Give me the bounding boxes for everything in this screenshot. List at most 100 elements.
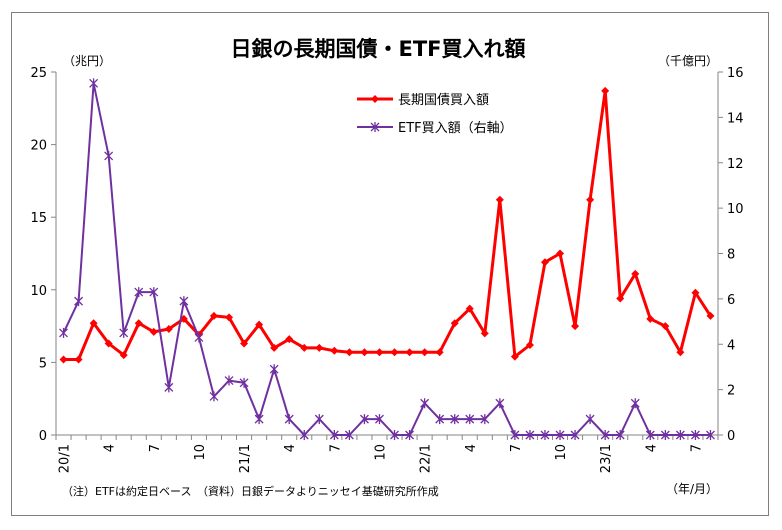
data-point-etf (134, 287, 144, 298)
data-point-bond (345, 348, 354, 357)
data-point-bond (104, 339, 113, 348)
legend-marker-bond (371, 95, 379, 103)
data-point-etf (480, 414, 490, 425)
data-point-etf (510, 430, 520, 440)
data-point-bond (691, 288, 700, 297)
data-point-etf (450, 414, 460, 425)
data-point-bond (495, 195, 504, 204)
x-axis-tick-label: 23/1 (599, 444, 614, 473)
data-point-bond (616, 294, 625, 303)
x-axis-tick-label: 7 (509, 444, 524, 452)
data-point-etf (329, 430, 339, 440)
data-point-bond (556, 249, 565, 258)
data-point-etf (525, 430, 535, 440)
data-point-bond (676, 348, 685, 357)
data-point-etf (585, 414, 595, 425)
data-point-etf (359, 414, 369, 425)
x-axis-tick-label: 21/1 (238, 444, 253, 473)
data-point-bond (149, 327, 158, 336)
data-point-etf (209, 391, 219, 402)
data-point-etf (164, 382, 174, 393)
data-point-bond (240, 339, 249, 348)
data-point-etf (119, 327, 129, 338)
data-point-bond (435, 348, 444, 357)
data-point-etf (344, 430, 354, 440)
x-axis-tick-label: 4 (103, 444, 118, 452)
data-point-etf (149, 287, 159, 298)
data-point-bond (225, 313, 234, 322)
right-axis-tick-label: 16 (727, 66, 744, 81)
data-point-etf (675, 430, 685, 440)
data-point-etf (405, 430, 415, 440)
data-point-bond (89, 319, 98, 328)
legend-label-etf: ETF買入額（右軸） (398, 121, 513, 136)
data-point-etf (600, 430, 610, 440)
data-point-etf (420, 398, 430, 409)
right-axis-tick-label: 6 (727, 293, 735, 308)
legend-marker-etf (370, 122, 380, 132)
right-axis-tick-label: 2 (727, 384, 735, 399)
series-layer (59, 78, 715, 440)
x-axis-tick-label: 22/1 (419, 444, 434, 473)
x-axis-tick-label: 10 (193, 444, 208, 461)
left-axis-tick-label: 5 (39, 356, 47, 371)
left-axis-tick-label: 10 (30, 284, 47, 299)
series-etf (59, 78, 715, 440)
data-point-bond (631, 269, 640, 278)
data-point-bond (601, 86, 610, 95)
data-point-etf (179, 296, 189, 307)
data-point-bond (450, 319, 459, 328)
left-axis-tick-label: 20 (30, 139, 47, 154)
data-point-etf (435, 414, 445, 425)
data-point-etf (269, 364, 279, 375)
left-axis-tick-label: 15 (30, 211, 47, 226)
data-point-bond (571, 322, 580, 331)
data-point-etf (540, 430, 550, 440)
right-axis-tick-label: 12 (727, 157, 744, 172)
data-point-bond (661, 322, 670, 331)
data-point-etf (690, 430, 700, 440)
data-point-bond (255, 320, 264, 329)
right-axis-unit: （千億円） (658, 54, 718, 68)
data-point-etf (660, 430, 670, 440)
data-point-etf (74, 296, 84, 307)
data-point-bond (330, 346, 339, 355)
chart-frame (11, 12, 769, 516)
legend: 長期国債買入額 ETF買入額（右軸） (357, 93, 513, 136)
data-point-bond (510, 352, 519, 361)
data-point-bond (646, 314, 655, 323)
legend-label-bond: 長期国債買入額 (398, 93, 489, 108)
x-axis-tick-label: 7 (328, 444, 343, 452)
legend-item-bond: 長期国債買入額 (357, 93, 489, 108)
x-axis-unit: （年/月） (666, 482, 718, 496)
right-axis-tick-label: 14 (727, 111, 744, 126)
data-point-etf (299, 430, 309, 440)
right-axis-tick-label: 0 (727, 429, 735, 444)
data-point-etf (706, 430, 715, 440)
left-axis-unit: （兆円） (63, 54, 111, 68)
x-axis-tick-label: 4 (644, 444, 659, 452)
x-axis-tick-label: 10 (554, 444, 569, 461)
series-line-etf (62, 82, 711, 436)
data-point-etf (630, 398, 640, 409)
data-point-bond (360, 348, 369, 357)
data-point-bond (480, 329, 489, 338)
data-point-etf (104, 150, 114, 161)
legend-item-etf: ETF買入額（右軸） (357, 121, 513, 136)
data-point-bond (164, 325, 173, 334)
x-axis-tick-label: 7 (689, 444, 704, 452)
data-point-bond (285, 335, 294, 344)
data-point-bond (59, 355, 68, 364)
x-axis-tick-label: 4 (283, 444, 298, 452)
data-point-bond (586, 195, 595, 204)
left-axis-tick-label: 0 (39, 429, 47, 444)
data-point-etf (570, 430, 580, 440)
chart-title: 日銀の長期国債・ETF買入れ額 (230, 37, 525, 61)
data-point-etf (390, 430, 399, 440)
data-point-etf (465, 414, 475, 425)
data-point-bond (315, 343, 324, 352)
data-point-etf (284, 414, 294, 425)
data-point-etf (314, 414, 324, 425)
data-point-etf (555, 430, 565, 440)
